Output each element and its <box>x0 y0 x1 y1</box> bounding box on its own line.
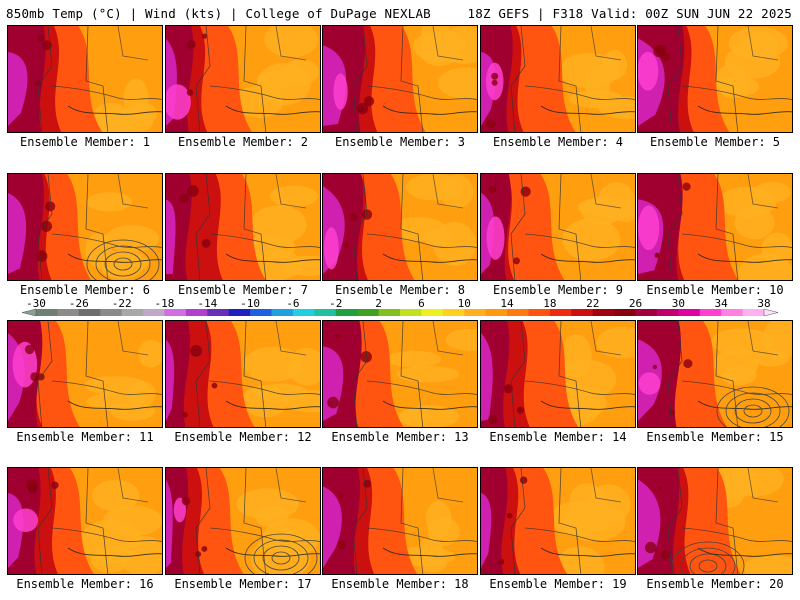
ensemble-map-6 <box>7 173 163 281</box>
colorbar-segment <box>528 309 551 316</box>
ensemble-member-label: Ensemble Member: 17 <box>174 577 312 591</box>
colorbar-tick-label: -2 <box>329 298 342 310</box>
colorbar-segment <box>335 309 358 316</box>
colorbar-segment <box>464 309 487 316</box>
colorbar-tick-label: 22 <box>586 298 599 310</box>
ensemble-member-label: Ensemble Member: 20 <box>646 577 784 591</box>
ensemble-map-8 <box>322 173 478 281</box>
ensemble-map-17 <box>165 467 321 575</box>
colorbar-segment <box>635 309 658 316</box>
ensemble-member-label: Ensemble Member: 3 <box>334 135 466 149</box>
colorbar-tick-label: 14 <box>500 298 514 310</box>
ensemble-member-label: Ensemble Member: 13 <box>331 430 469 444</box>
colorbar-segment <box>207 309 230 316</box>
colorbar-segment <box>699 309 722 316</box>
colorbar-tick-label: -30 <box>26 298 46 310</box>
ensemble-member-label: Ensemble Member: 16 <box>16 577 154 591</box>
colorbar-tick-label: -10 <box>240 298 260 310</box>
colorbar-tick-label: 6 <box>418 298 425 310</box>
colorbar-segment <box>549 309 572 316</box>
ensemble-member-label: Ensemble Member: 12 <box>174 430 312 444</box>
ensemble-map-2 <box>165 25 321 133</box>
colorbar-segment <box>485 309 508 316</box>
ensemble-member-label: Ensemble Member: 6 <box>19 283 151 297</box>
colorbar-tick-label: -6 <box>286 298 299 310</box>
colorbar-segment <box>164 309 187 316</box>
colorbar-tick-label: 26 <box>629 298 642 310</box>
ensemble-map-11 <box>7 320 163 428</box>
colorbar-segment <box>250 309 273 316</box>
colorbar-segment <box>314 309 337 316</box>
ensemble-map-3 <box>322 25 478 133</box>
colorbar-segment <box>507 309 529 316</box>
ensemble-map-15 <box>637 320 793 428</box>
ensemble-map-1 <box>7 25 163 133</box>
ensemble-map-18 <box>322 467 478 575</box>
colorbar-max-arrow <box>763 308 779 317</box>
colorbar-segment <box>292 309 315 316</box>
colorbar-segment <box>614 309 637 316</box>
colorbar-tick-label: 18 <box>543 298 556 310</box>
colorbar-segment <box>571 309 594 316</box>
ensemble-map-9 <box>480 173 636 281</box>
colorbar-tick-label: 2 <box>375 298 382 310</box>
ensemble-member-label: Ensemble Member: 7 <box>177 283 309 297</box>
colorbar-segment <box>442 309 465 316</box>
colorbar-segment <box>378 309 401 316</box>
ensemble-map-16 <box>7 467 163 575</box>
ensemble-member-label: Ensemble Member: 19 <box>489 577 627 591</box>
colorbar-tick-label: 30 <box>672 298 685 310</box>
colorbar-segment <box>121 309 144 316</box>
colorbar-tick-label: 10 <box>458 298 471 310</box>
colorbar-segment <box>185 309 208 316</box>
colorbar-segment <box>271 309 294 316</box>
colorbar-segment <box>357 309 380 316</box>
ensemble-map-20 <box>637 467 793 575</box>
colorbar-tick-label: 38 <box>757 298 770 310</box>
ensemble-map-12 <box>165 320 321 428</box>
colorbar-segment <box>143 309 165 316</box>
colorbar-segment <box>742 309 765 316</box>
ensemble-member-label: Ensemble Member: 11 <box>16 430 154 444</box>
colorbar-tick-label: -26 <box>69 298 89 310</box>
colorbar-segment <box>228 309 251 316</box>
colorbar-tick-label: -18 <box>155 298 175 310</box>
ensemble-member-label: Ensemble Member: 8 <box>334 283 466 297</box>
colorbar-segment <box>100 309 123 316</box>
colorbar-min-arrow <box>21 308 37 317</box>
colorbar-segment <box>421 309 444 316</box>
ensemble-member-label: Ensemble Member: 18 <box>331 577 469 591</box>
temperature-colorbar: -30 -26 -22 -18 -14 -10 -6 -2 2 6 10 14 18 22 26 30 34 38… <box>0 297 800 320</box>
map-title: 850mb Temp (°C) | Wind (kts) | College o… <box>6 6 431 21</box>
ensemble-map-14 <box>480 320 636 428</box>
ensemble-member-label: Ensemble Member: 15 <box>646 430 784 444</box>
colorbar-segment <box>400 309 422 316</box>
colorbar-segment <box>78 309 101 316</box>
ensemble-map-7 <box>165 173 321 281</box>
ensemble-map-10 <box>637 173 793 281</box>
ensemble-member-label: Ensemble Member: 4 <box>492 135 624 149</box>
colorbar-tick-label: 34 <box>715 298 729 310</box>
colorbar-segment <box>721 309 744 316</box>
colorbar-tick-label: -14 <box>197 298 217 310</box>
colorbar-segment <box>678 309 701 316</box>
ensemble-member-label: Ensemble Member: 14 <box>489 430 627 444</box>
colorbar-segment <box>656 309 679 316</box>
ensemble-member-label: Ensemble Member: 5 <box>649 135 781 149</box>
ensemble-member-label: Ensemble Member: 1 <box>19 135 151 149</box>
ensemble-map-4 <box>480 25 636 133</box>
colorbar-segment <box>57 309 80 316</box>
ensemble-member-label: Ensemble Member: 2 <box>177 135 309 149</box>
ensemble-member-label: Ensemble Member: 9 <box>492 283 624 297</box>
colorbar-segment <box>36 309 58 316</box>
ensemble-map-13 <box>322 320 478 428</box>
ensemble-member-label: Ensemble Member: 10 <box>646 283 784 297</box>
ensemble-map-5 <box>637 25 793 133</box>
colorbar-segment <box>592 309 615 316</box>
run-valid-time: 18Z GEFS | F318 Valid: 00Z SUN JUN 22 20… <box>467 6 792 21</box>
ensemble-map-19 <box>480 467 636 575</box>
colorbar-tick-label: -22 <box>112 298 132 310</box>
